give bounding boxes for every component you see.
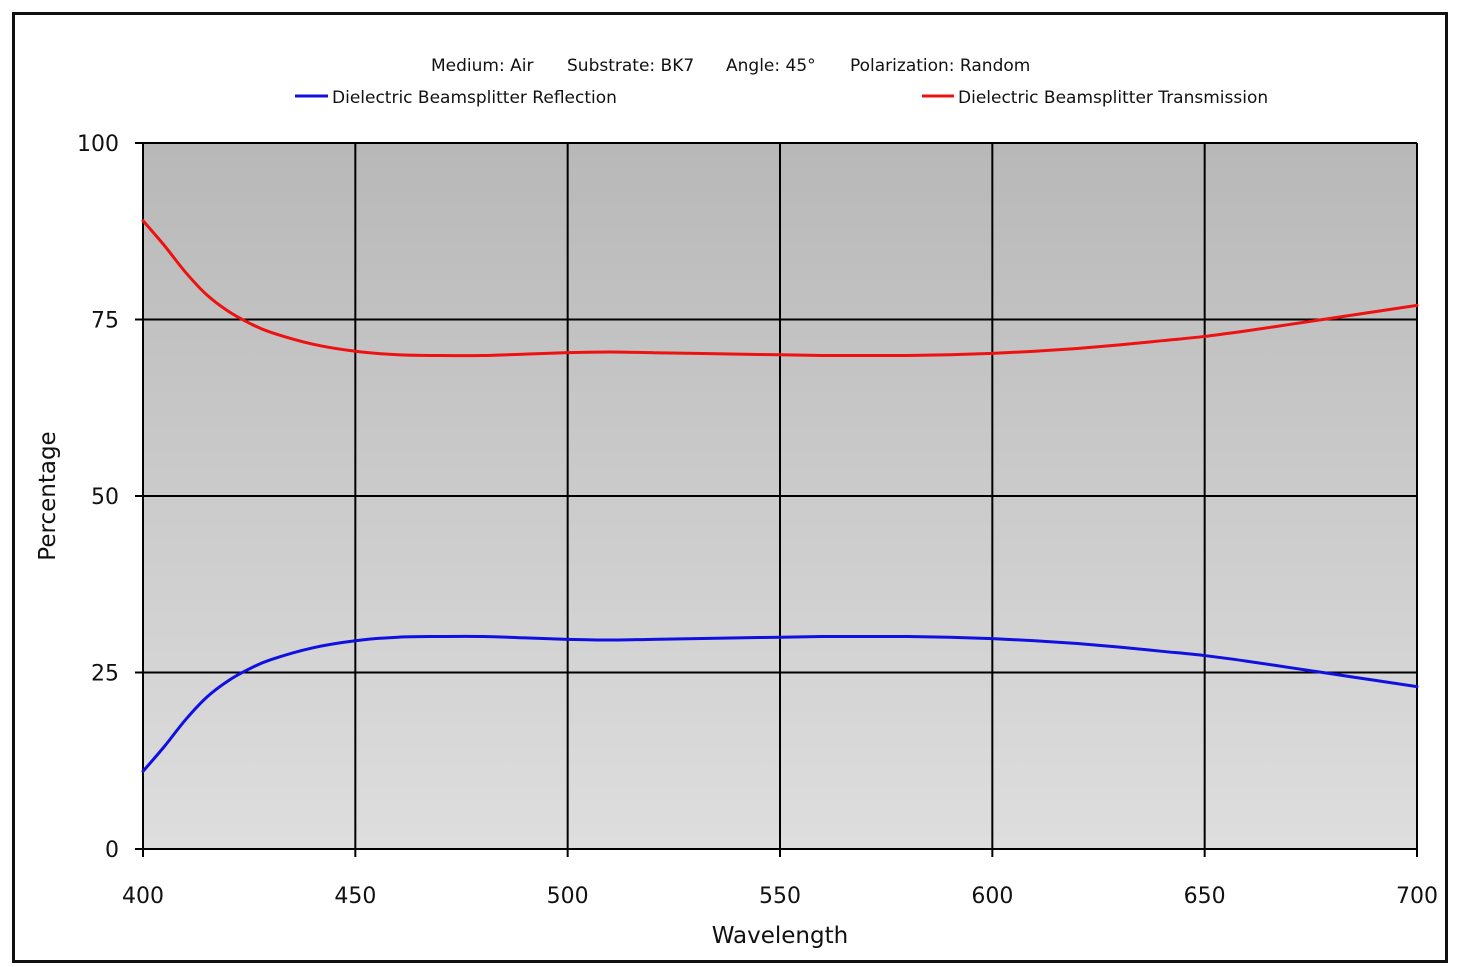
chart-frame: Medium: Air Substrate: BK7 Angle: 45° Po… [12,12,1448,963]
x-tick-label-700: 700 [1396,884,1438,909]
subtitle-medium: Medium: Air [431,56,533,76]
x-axis-ticks: 400 450 500 550 600 650 700 [122,884,1438,909]
subtitle-substrate: Substrate: BK7 [567,56,694,76]
series-line-transmission [141,219,1419,358]
y-tick-label-50: 50 [91,485,119,510]
legend-label-transmission: Dielectric Beamsplitter Transmission [958,88,1268,108]
y-axis-title: Percentage [35,431,61,560]
x-tick-label-650: 650 [1184,884,1226,909]
legend-label-reflection: Dielectric Beamsplitter Reflection [332,88,617,108]
x-tick-label-500: 500 [547,884,589,909]
x-tick-label-550: 550 [759,884,801,909]
legend: Dielectric Beamsplitter Reflection Diele… [295,88,1268,108]
y-tick-label-75: 75 [91,309,119,334]
subtitle-polarization: Polarization: Random [850,56,1030,76]
series-line-reflection [141,634,1419,773]
subtitle-angle: Angle: 45° [726,56,816,76]
x-tick-label-450: 450 [334,884,376,909]
x-axis-title: Wavelength [712,923,848,949]
series-lines [141,219,1419,773]
y-tick-label-0: 0 [105,838,119,863]
grid [135,142,1418,857]
x-tick-label-400: 400 [122,884,164,909]
chart: Medium: Air Substrate: BK7 Angle: 45° Po… [35,56,1438,949]
y-tick-label-100: 100 [77,132,119,157]
y-tick-label-25: 25 [91,662,119,687]
y-axis-ticks: 0 25 50 75 100 [77,132,119,863]
x-tick-label-600: 600 [971,884,1013,909]
